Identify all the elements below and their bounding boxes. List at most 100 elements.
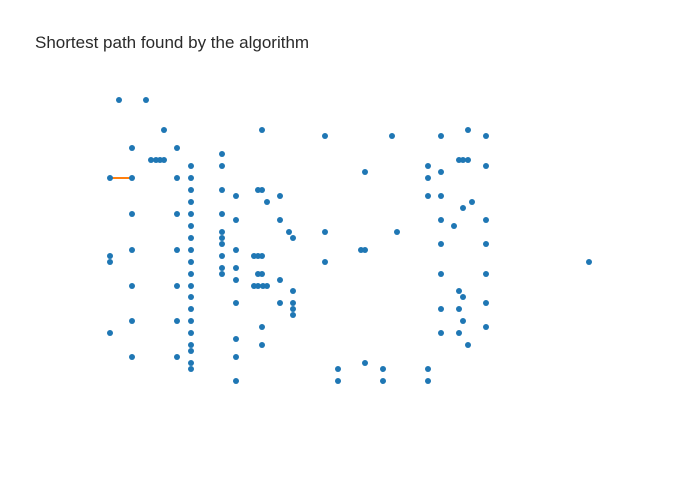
- graph-node-point: [290, 235, 296, 241]
- graph-node-point: [174, 211, 180, 217]
- graph-node-point: [129, 354, 135, 360]
- graph-node-point: [143, 97, 149, 103]
- graph-node-point: [335, 378, 341, 384]
- graph-node-point: [322, 133, 328, 139]
- graph-node-point: [425, 366, 431, 372]
- graph-node-point: [465, 342, 471, 348]
- graph-node-point: [456, 288, 462, 294]
- graph-node-point: [438, 133, 444, 139]
- graph-node-point: [129, 318, 135, 324]
- graph-node-point: [188, 199, 194, 205]
- graph-node-point: [483, 217, 489, 223]
- graph-node-point: [188, 223, 194, 229]
- graph-node-point: [425, 193, 431, 199]
- graph-node-point: [233, 217, 239, 223]
- graph-node-point: [107, 330, 113, 336]
- graph-node-point: [438, 169, 444, 175]
- graph-node-point: [277, 300, 283, 306]
- graph-node-point: [233, 193, 239, 199]
- graph-node-point: [174, 318, 180, 324]
- graph-node-point: [483, 163, 489, 169]
- graph-node-point: [264, 283, 270, 289]
- graph-node-point: [129, 247, 135, 253]
- graph-node-point: [255, 283, 261, 289]
- graph-node-point: [174, 283, 180, 289]
- graph-node-point: [335, 366, 341, 372]
- graph-node-point: [188, 294, 194, 300]
- chart-title: Shortest path found by the algorithm: [35, 33, 310, 52]
- graph-node-point: [460, 205, 466, 211]
- graph-node-point: [219, 151, 225, 157]
- graph-node-point: [188, 330, 194, 336]
- graph-node-point: [322, 229, 328, 235]
- graph-node-point: [438, 330, 444, 336]
- graph-node-point: [174, 247, 180, 253]
- graph-node-point: [322, 259, 328, 265]
- graph-node-point: [290, 288, 296, 294]
- graph-node-point: [233, 336, 239, 342]
- graph-node-point: [148, 157, 154, 163]
- graph-node-point: [380, 366, 386, 372]
- graph-node-point: [362, 169, 368, 175]
- graph-node-point: [161, 127, 167, 133]
- graph-node-point: [233, 300, 239, 306]
- graph-node-point: [483, 133, 489, 139]
- graph-node-point: [233, 247, 239, 253]
- graph-node-point: [219, 241, 225, 247]
- graph-node-point: [233, 378, 239, 384]
- graph-node-point: [219, 265, 225, 271]
- graph-node-point: [394, 229, 400, 235]
- graph-node-point: [286, 229, 292, 235]
- graph-node-point: [259, 324, 265, 330]
- graph-node-point: [188, 342, 194, 348]
- graph-node-point: [438, 193, 444, 199]
- graph-node-point: [460, 294, 466, 300]
- graph-node-point: [233, 277, 239, 283]
- graph-node-point: [277, 277, 283, 283]
- graph-node-point: [483, 300, 489, 306]
- graph-node-point: [129, 175, 135, 181]
- graph-node-point: [451, 223, 457, 229]
- graph-node-point: [438, 217, 444, 223]
- graph-node-point: [362, 247, 368, 253]
- graph-node-point: [465, 127, 471, 133]
- graph-node-point: [188, 163, 194, 169]
- graph-node-point: [161, 157, 167, 163]
- graph-node-point: [290, 306, 296, 312]
- graph-node-point: [188, 360, 194, 366]
- graph-node-point: [469, 199, 475, 205]
- graph-node-point: [425, 378, 431, 384]
- graph-node-point: [233, 354, 239, 360]
- graph-node-point: [188, 235, 194, 241]
- graph-node-point: [188, 211, 194, 217]
- graph-node-point: [380, 378, 386, 384]
- graph-node-point: [586, 259, 592, 265]
- graph-node-point: [483, 324, 489, 330]
- graph-node-point: [259, 342, 265, 348]
- graph-node-point: [116, 97, 122, 103]
- graph-node-point: [219, 187, 225, 193]
- graph-node-point: [290, 312, 296, 318]
- graph-node-point: [174, 354, 180, 360]
- graph-node-point: [129, 283, 135, 289]
- graph-node-point: [188, 283, 194, 289]
- graph-node-point: [425, 175, 431, 181]
- graph-node-point: [259, 271, 265, 277]
- graph-node-point: [188, 366, 194, 372]
- graph-node-point: [264, 199, 270, 205]
- graph-node-point: [259, 253, 265, 259]
- graph-node-point: [389, 133, 395, 139]
- graph-node-point: [188, 271, 194, 277]
- graph-node-point: [174, 145, 180, 151]
- graph-node-point: [188, 306, 194, 312]
- graph-node-point: [438, 241, 444, 247]
- graph-node-point: [188, 187, 194, 193]
- graph-node-point: [219, 235, 225, 241]
- graph-node-point: [188, 348, 194, 354]
- graph-node-point: [456, 306, 462, 312]
- graph-node-point: [259, 127, 265, 133]
- graph-node-point: [219, 163, 225, 169]
- graph-node-point: [438, 271, 444, 277]
- graph-node-point: [456, 330, 462, 336]
